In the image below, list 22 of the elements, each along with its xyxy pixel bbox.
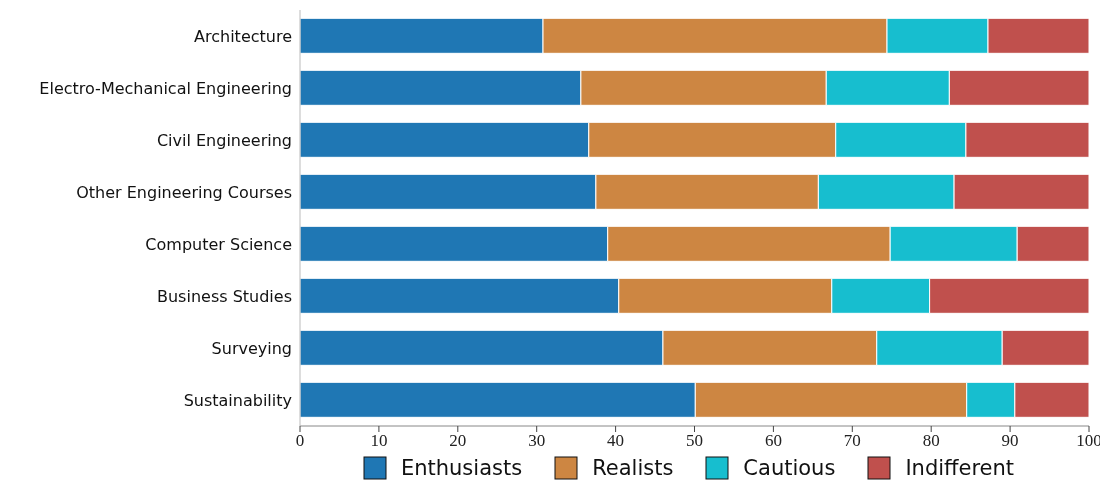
legend-label: Cautious — [743, 456, 836, 480]
y-tick-label: Computer Science — [145, 234, 292, 254]
x-tick-label: 70 — [843, 431, 861, 451]
x-tick-label: 30 — [528, 431, 546, 451]
y-tick-label: Business Studies — [157, 286, 292, 306]
x-tick-label: 90 — [1001, 431, 1019, 451]
y-tick-label: Other Engineering Courses — [76, 182, 292, 202]
x-tick-label: 50 — [686, 431, 703, 451]
x-tick-label: 0 — [295, 431, 305, 451]
y-tick-label: Architecture — [194, 26, 292, 46]
x-tick-label: 80 — [922, 431, 940, 451]
y-tick-label: Civil Engineering — [156, 130, 292, 150]
x-tick-label: 10 — [370, 431, 388, 451]
y-tick-label: Electro-Mechanical Engineering — [39, 78, 292, 98]
y-tick-label: Sustainability — [183, 390, 292, 410]
x-tick-label: 20 — [449, 431, 467, 451]
legend-label: Enthusiasts — [400, 456, 523, 480]
legend-label: Indifferent — [905, 456, 1015, 480]
x-tick-label: 60 — [764, 431, 782, 451]
x-tick-label: 40 — [607, 431, 625, 451]
legend-label: Realists — [592, 456, 674, 480]
y-tick-label: Surveying — [211, 338, 292, 358]
